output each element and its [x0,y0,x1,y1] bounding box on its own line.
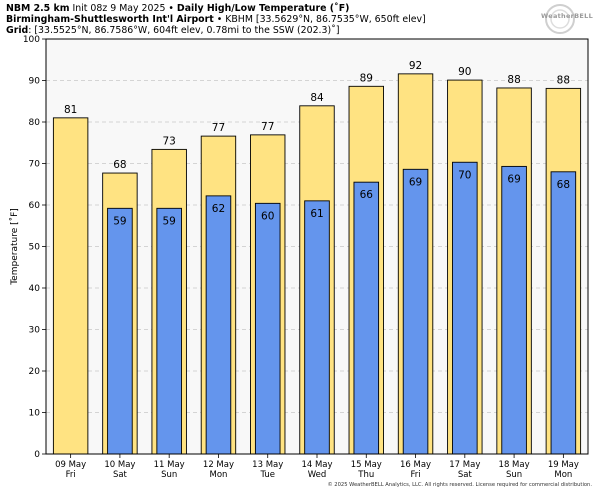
low-bar [304,200,330,455]
y-tick-label: 90 [29,77,41,87]
y-axis-label: Temperature [˚F] [9,208,20,286]
model-name: NBM 2.5 km [6,3,70,14]
low-bar [501,165,527,455]
header-line-3: Grid: [33.5525°N, 86.7586°W, 604ft elev,… [6,25,426,36]
x-tick-day: Mon [554,470,572,480]
chart-header: NBM 2.5 km Init 08z 9 May 2025 • Daily H… [6,3,426,36]
x-tick-day: Sat [458,470,473,480]
x-tick-day: Wed [308,470,327,480]
high-value-label: 73 [162,135,175,147]
low-bar [205,195,232,455]
x-tick-date: 19 May [548,460,579,470]
low-value-label: 68 [557,179,570,191]
high-value-label: 77 [261,121,274,133]
low-value-label: 59 [162,215,175,227]
low-bar [107,207,133,455]
low-value-label: 62 [212,203,225,215]
y-tick-label: 70 [29,160,41,170]
y-tick-label: 80 [29,118,41,128]
high-value-label: 68 [113,159,126,171]
x-tick-date: 09 May [55,460,86,470]
low-value-label: 70 [458,169,471,181]
plot-frame [45,38,589,455]
high-value-label: 77 [212,122,225,134]
low-bar [353,181,380,455]
x-tick-day: Sat [113,470,128,480]
x-tick-day: Sun [161,470,177,480]
y-tick-label: 0 [34,450,40,460]
copyright-notice: © 2025 WeatherBELL Analytics, LLC. All r… [327,482,592,488]
low-value-label: 61 [310,208,323,220]
grid-label: Grid [6,25,29,36]
x-tick-date: 11 May [154,460,185,470]
low-value-label: 60 [261,210,274,222]
weatherbell-logo: WeatherBELL [532,3,594,35]
low-value-label: 69 [507,173,520,185]
x-tick-day: Sun [506,470,522,480]
high-value-label: 88 [507,74,520,86]
header-line-2: Birmingham-Shuttlesworth Int'l Airport •… [6,14,426,25]
low-value-label: 66 [360,189,374,201]
high-value-label: 90 [458,66,471,78]
high-value-label: 89 [360,72,373,84]
high-value-label: 81 [64,104,77,116]
high-value-label: 88 [557,74,570,86]
low-bar [156,207,182,455]
x-tick-day: Tue [259,470,275,480]
y-tick-label: 50 [29,243,41,253]
y-tick-label: 40 [29,284,41,294]
y-tick-label: 30 [29,326,41,336]
station-name: Birmingham-Shuttlesworth Int'l Airport [6,14,214,25]
low-bar [452,161,478,455]
x-tick-date: 15 May [351,460,382,470]
high-value-label: 84 [310,92,324,104]
grid-info: : [33.5525°N, 86.7586°W, 604ft elev, 0.7… [28,25,340,36]
init-time: Init 08z 9 May 2025 • [69,3,177,14]
x-tick-date: 17 May [449,460,480,470]
x-tick-day: Fri [410,470,420,480]
low-value-label: 69 [409,176,422,188]
x-tick-day: Mon [209,470,227,480]
high-bar [52,117,89,455]
header-line-1: NBM 2.5 km Init 08z 9 May 2025 • Daily H… [6,3,426,14]
logo-swirl-icon [545,4,575,34]
low-bar [254,202,281,455]
y-tick-label: 100 [23,35,40,45]
x-tick-date: 13 May [252,460,283,470]
x-tick-day: Fri [66,470,76,480]
x-tick-date: 16 May [400,460,431,470]
y-tick-label: 20 [29,367,41,377]
chart-title: Daily High/Low Temperature (˚F) [176,3,350,14]
y-tick-label: 60 [29,201,41,211]
logo-text: WeatherBELL [541,12,594,20]
low-bar [402,168,429,455]
x-tick-date: 18 May [499,460,530,470]
low-value-label: 59 [113,215,126,227]
y-tick-label: 10 [29,409,41,419]
x-tick-date: 12 May [203,460,234,470]
x-tick-date: 14 May [301,460,332,470]
station-info: • KBHM [33.5629°N, 86.7535°W, 650ft elev… [213,14,426,25]
x-tick-date: 10 May [104,460,135,470]
x-tick-day: Thu [357,470,374,480]
low-bar [550,171,577,455]
high-value-label: 92 [409,60,422,72]
